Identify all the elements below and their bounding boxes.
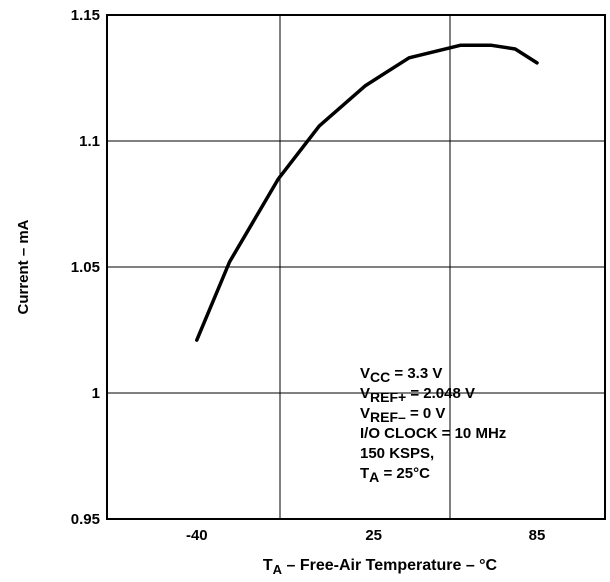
- y-tick-label: 1: [92, 385, 100, 402]
- x-tick-label: 25: [365, 527, 382, 544]
- x-label-rest: – Free-Air Temperature – °C: [282, 557, 498, 574]
- x-tick-label: -40: [186, 527, 208, 544]
- annotation-rest: = 2.048 V: [406, 385, 475, 402]
- annotation: I/O CLOCK = 10 MHz: [360, 425, 506, 442]
- annotation: VCC = 3.3 V: [360, 365, 442, 385]
- data-line: [195, 43, 539, 342]
- annotation-main: V: [360, 365, 370, 382]
- annotation-sub: REF–: [370, 409, 406, 425]
- annotation-main: I/O CLOCK = 10 MHz: [360, 425, 506, 442]
- y-tick-label: 1.1: [79, 133, 100, 150]
- annotation-sub: REF+: [370, 389, 406, 405]
- annotation-rest: = 25°C: [379, 465, 430, 482]
- annotation-sub: A: [369, 469, 379, 485]
- annotation-rest: = 0 V: [406, 405, 446, 422]
- annotation-main: 150 KSPS,: [360, 445, 434, 462]
- annotation-main: V: [360, 405, 370, 422]
- y-tick-label: 0.95: [71, 511, 100, 528]
- annotation-sub: CC: [370, 369, 390, 385]
- x-axis-label: TA – Free-Air Temperature – °C: [263, 557, 498, 577]
- x-label-main: T: [263, 557, 273, 574]
- y-tick-label: 1.15: [71, 7, 100, 24]
- annotation-main: V: [360, 385, 370, 402]
- annotation-rest: = 3.3 V: [390, 365, 442, 382]
- y-tick-label: 1.05: [71, 259, 100, 276]
- annotation: 150 KSPS,: [360, 445, 434, 462]
- annotation: VREF+ = 2.048 V: [360, 385, 475, 405]
- annotation: VREF– = 0 V: [360, 405, 445, 425]
- x-tick-label: 85: [529, 527, 546, 544]
- x-label-sub: A: [273, 562, 283, 577]
- annotation-main: T: [360, 465, 369, 482]
- y-axis-label: Current – mA: [15, 219, 32, 314]
- annotation: TA = 25°C: [360, 465, 430, 485]
